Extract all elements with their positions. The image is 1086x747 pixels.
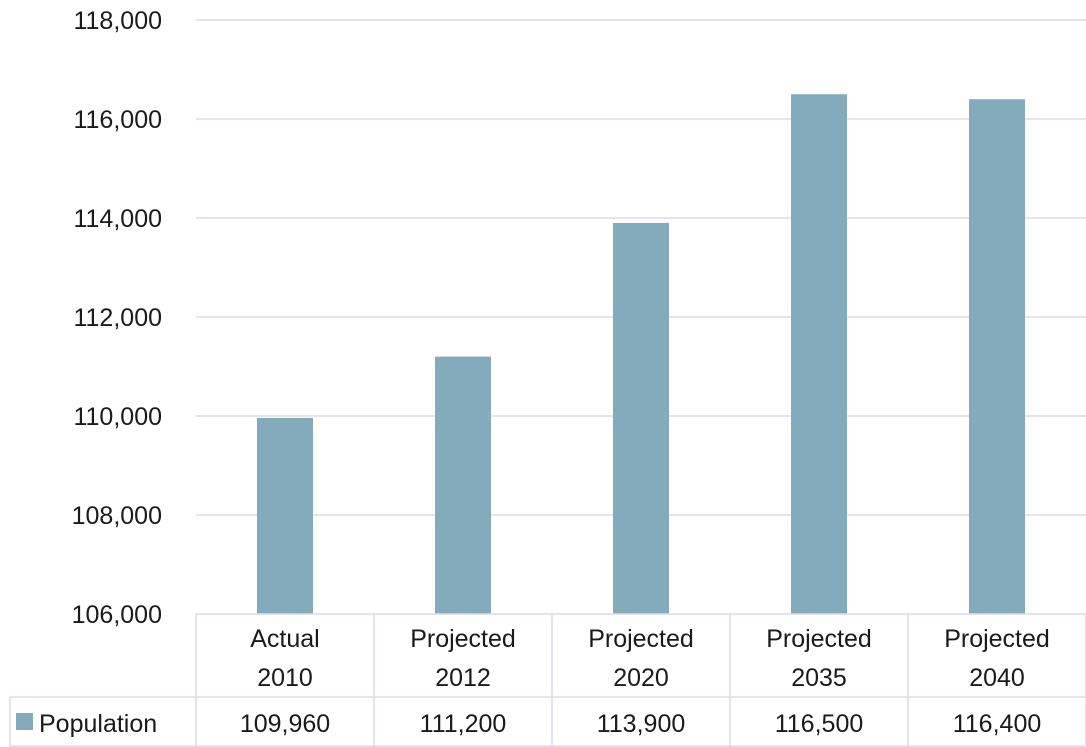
category-label-line: Actual bbox=[250, 625, 319, 653]
category-label-3: Projected 2035 bbox=[766, 625, 872, 692]
data-table-value-3: 116,500 bbox=[775, 710, 864, 738]
data-table-value-4: 116,400 bbox=[953, 710, 1042, 738]
legend: Population bbox=[16, 710, 157, 738]
y-tick-label: 114,000 bbox=[73, 205, 162, 233]
bar-2 bbox=[613, 222, 669, 614]
category-label-line: Projected bbox=[944, 625, 1050, 653]
category-label-line: 2035 bbox=[791, 664, 847, 692]
category-label-4: Projected 2040 bbox=[944, 625, 1050, 692]
category-label-2: Projected 2020 bbox=[588, 625, 694, 692]
bar-1 bbox=[435, 356, 491, 614]
y-tick-label: 118,000 bbox=[73, 7, 162, 35]
bar-3 bbox=[791, 94, 847, 614]
data-table bbox=[9, 613, 1086, 747]
y-tick-label: 108,000 bbox=[72, 502, 162, 530]
data-table-values: 109,960 111,200 113,900 116,500 116,400 bbox=[240, 710, 1041, 738]
category-label-line: 2012 bbox=[435, 664, 491, 692]
y-tick-label: 110,000 bbox=[73, 403, 162, 431]
y-tick-label: 106,000 bbox=[72, 601, 162, 629]
data-table-value-1: 111,200 bbox=[420, 710, 507, 738]
category-label-line: Projected bbox=[588, 625, 694, 653]
category-label-line: 2020 bbox=[613, 664, 669, 692]
bars bbox=[257, 94, 1025, 614]
data-table-value-2: 113,900 bbox=[597, 710, 686, 738]
y-tick-label: 116,000 bbox=[73, 106, 162, 134]
category-label-0: Actual 2010 bbox=[250, 625, 319, 692]
legend-label: Population bbox=[39, 710, 157, 738]
category-label-line: 2040 bbox=[969, 664, 1025, 692]
category-label-line: Projected bbox=[410, 625, 516, 653]
data-table-value-0: 109,960 bbox=[240, 710, 330, 738]
y-tick-label: 112,000 bbox=[73, 304, 162, 332]
legend-swatch bbox=[16, 713, 33, 730]
bar-4 bbox=[969, 99, 1025, 614]
y-axis-tick-labels: 106,000 108,000 110,000 112,000 114,000 116,0… bbox=[72, 7, 162, 629]
bar-0 bbox=[257, 417, 313, 614]
category-label-line: 2010 bbox=[257, 664, 313, 692]
category-label-1: Projected 2012 bbox=[410, 625, 516, 692]
category-label-line: Projected bbox=[766, 625, 872, 653]
